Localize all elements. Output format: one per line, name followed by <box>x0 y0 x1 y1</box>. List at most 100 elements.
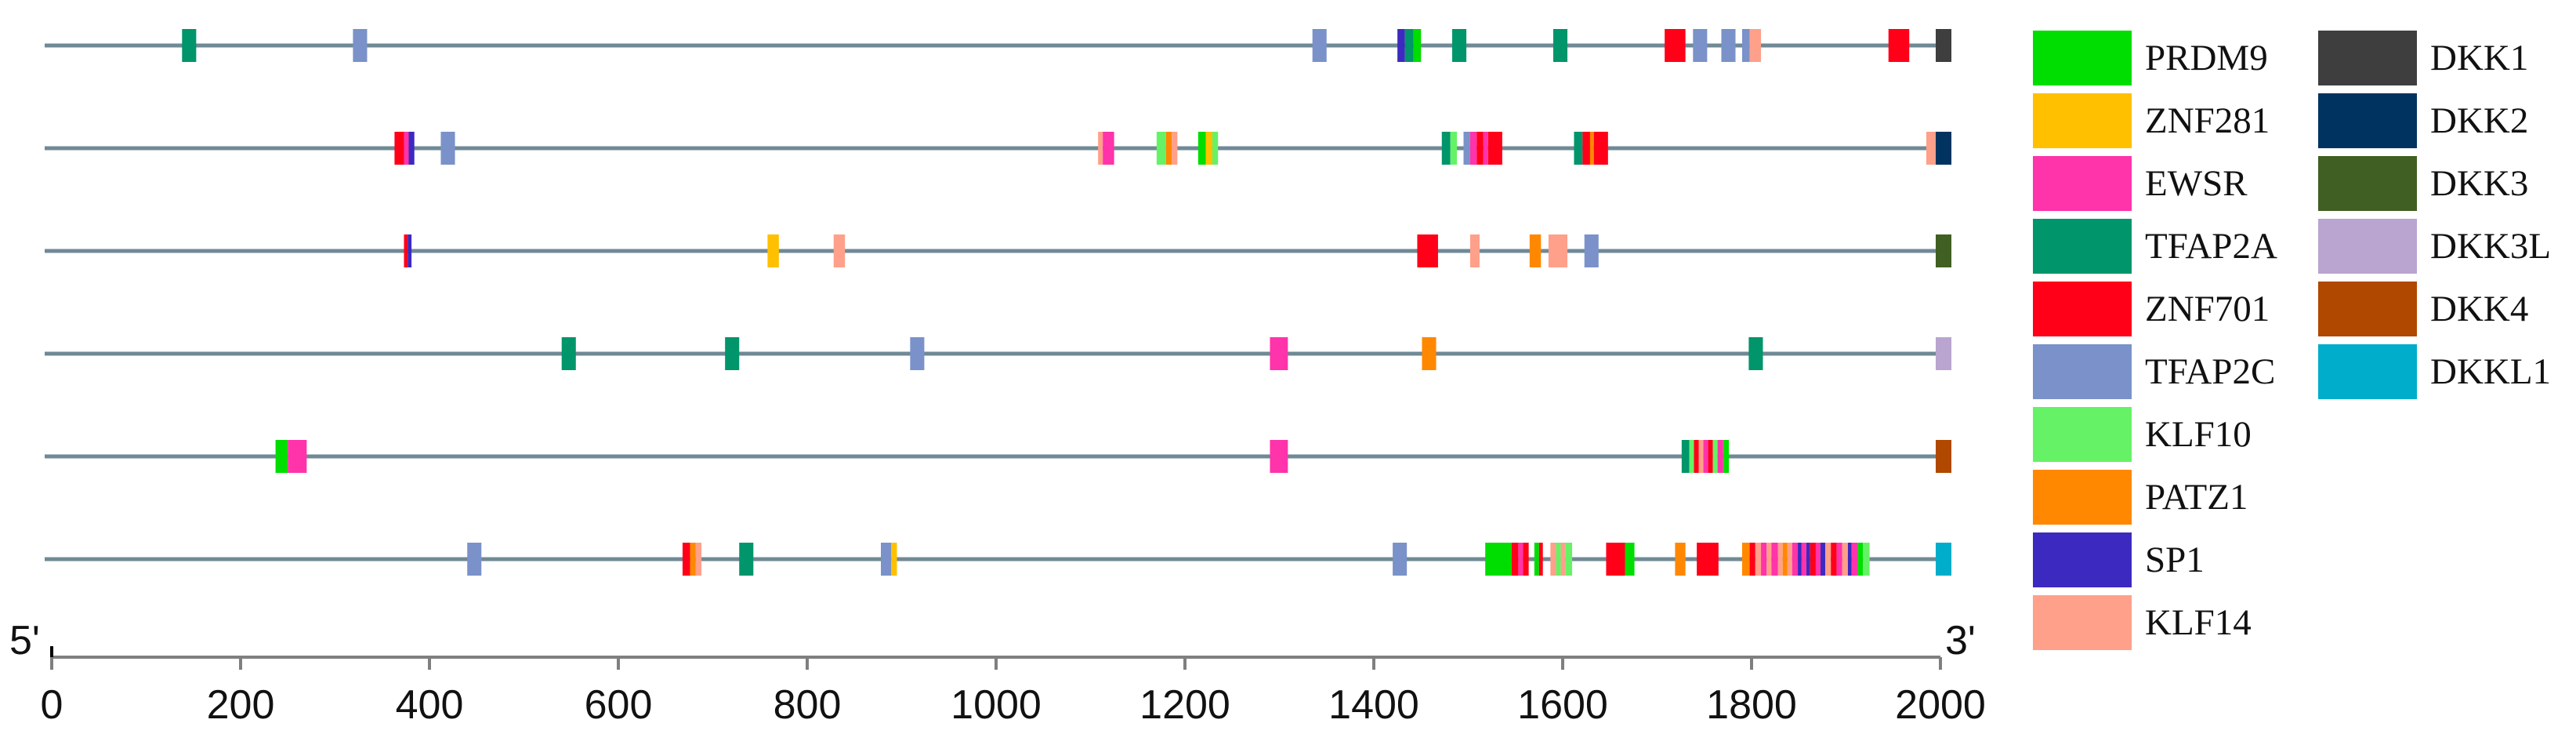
motif-patz1 <box>1741 543 1750 576</box>
motif-patz1 <box>1165 132 1172 165</box>
motif-klf14 <box>1787 543 1792 576</box>
motif-znf701 <box>1708 440 1713 473</box>
motif-ewsr <box>1771 543 1778 576</box>
motif-znf701 <box>1593 132 1608 165</box>
motif-tfap2c <box>353 29 368 62</box>
motif-klf10 <box>1556 543 1561 576</box>
motif-prdm9 <box>1485 543 1512 576</box>
motif-ewsr <box>1801 543 1806 576</box>
motif-ewsr <box>1851 543 1857 576</box>
motif-klf14 <box>1550 543 1556 576</box>
motif-patz1 <box>1589 132 1594 165</box>
motif-patz1 <box>1782 543 1788 576</box>
axis-tick-label: 1400 <box>1328 682 1419 728</box>
motif-tfap2c <box>440 132 455 165</box>
motif-klf10 <box>1689 440 1694 473</box>
motif-patz1 <box>1422 337 1437 370</box>
motif-ewsr <box>1270 440 1288 473</box>
motif-tfap2a <box>561 337 576 370</box>
motif-prdm9 <box>1723 440 1730 473</box>
motif-tfap2c <box>1584 234 1599 267</box>
motif-sp1 <box>1397 29 1405 62</box>
motif-klf14 <box>1172 132 1178 165</box>
motif-ewsr <box>1703 440 1708 473</box>
motif-prdm9 <box>1625 543 1635 576</box>
motif-tfap2a <box>1404 29 1414 62</box>
motif-klf14 <box>1560 543 1566 576</box>
motif-znf701 <box>394 132 404 165</box>
motif-ewsr <box>1483 132 1488 165</box>
axis-tick-label: 1200 <box>1139 682 1230 728</box>
axis-tick-label: 200 <box>207 682 275 728</box>
motif-klf14 <box>1842 543 1848 576</box>
sequence-row-dkkl1 <box>45 543 1951 576</box>
motif-znf701 <box>1697 543 1719 576</box>
gene-end-marker-dkk4 <box>1936 440 1951 473</box>
motif-klf14 <box>1698 440 1704 473</box>
gene-end-marker-dkkl1 <box>1936 543 1951 576</box>
sequence-row-dkk4 <box>45 440 1951 473</box>
motif-sp1 <box>408 234 412 267</box>
gene-end-marker-dkk3l <box>1936 337 1951 370</box>
motif-ewsr <box>1469 132 1477 165</box>
axis-tick-label: 2000 <box>1895 682 1986 728</box>
motif-znf701 <box>1831 543 1837 576</box>
motif-tfap2c <box>1393 543 1408 576</box>
motif-znf281 <box>891 543 897 576</box>
motif-klf14 <box>1755 543 1762 576</box>
motif-tfap2a <box>1574 132 1583 165</box>
gene-end-marker-dkk3 <box>1936 234 1951 267</box>
motif-tfap2c <box>880 543 892 576</box>
motif-znf701 <box>1538 543 1543 576</box>
gene-end-marker-dkk1 <box>1936 29 1951 62</box>
motif-znf281 <box>767 234 779 267</box>
motif-klf10 <box>1863 543 1870 576</box>
motif-patz1 <box>1529 234 1542 267</box>
motif-sp1 <box>1847 543 1852 576</box>
position-axis: 0 200 400 600 800 1000 1200 1400 1600 1800 2000 5' 3… <box>9 618 1986 728</box>
motif-znf701 <box>1888 29 1910 62</box>
motif-tfap2c <box>1693 29 1708 62</box>
motif-znf701 <box>1476 132 1484 165</box>
axis-tick-label: 1600 <box>1517 682 1608 728</box>
motif-znf701 <box>1749 543 1755 576</box>
motif-klf10 <box>1712 440 1718 473</box>
motif-ewsr <box>288 440 307 473</box>
motif-tfap2c <box>467 543 482 576</box>
motif-znf701 <box>1523 543 1529 576</box>
motif-znf701 <box>1810 543 1816 576</box>
three-prime-label: 3' <box>1945 618 1976 663</box>
motif-klf14 <box>1777 543 1783 576</box>
motif-tfap2c <box>1312 29 1327 62</box>
motif-prdm9 <box>1197 132 1206 165</box>
motif-tfap2c <box>1721 29 1736 62</box>
motif-znf701 <box>1511 543 1519 576</box>
motif-ewsr <box>1815 543 1821 576</box>
gene-end-marker-dkk2 <box>1936 132 1951 165</box>
motif-klf10 <box>1565 543 1573 576</box>
motif-sp1 <box>1820 543 1825 576</box>
motif-klf14 <box>1548 234 1568 267</box>
motif-tfap2a <box>182 29 197 62</box>
motif-znf701 <box>1417 234 1438 267</box>
sequence-rows <box>45 29 1951 576</box>
motif-tfap2c <box>1463 132 1470 165</box>
motif-klf14 <box>1469 234 1480 267</box>
motif-patz1 <box>690 543 696 576</box>
sequence-row-dkk3 <box>45 234 1951 267</box>
sequence-row-dkk2 <box>45 132 1951 165</box>
motif-tfap2a <box>1452 29 1467 62</box>
motif-ewsr <box>1518 543 1523 576</box>
motif-znf701 <box>1582 132 1590 165</box>
motif-znf281 <box>1205 132 1212 165</box>
motif-ewsr <box>1761 543 1767 576</box>
motif-ewsr <box>1717 440 1723 473</box>
motif-tfap2a <box>1681 440 1690 473</box>
motif-klf10 <box>1212 132 1219 165</box>
motif-prdm9 <box>275 440 288 473</box>
axis-tick-label: 400 <box>396 682 464 728</box>
axis-tick-label: 0 <box>41 682 63 728</box>
motif-klf10 <box>1156 132 1166 165</box>
motif-klf14 <box>695 543 702 576</box>
